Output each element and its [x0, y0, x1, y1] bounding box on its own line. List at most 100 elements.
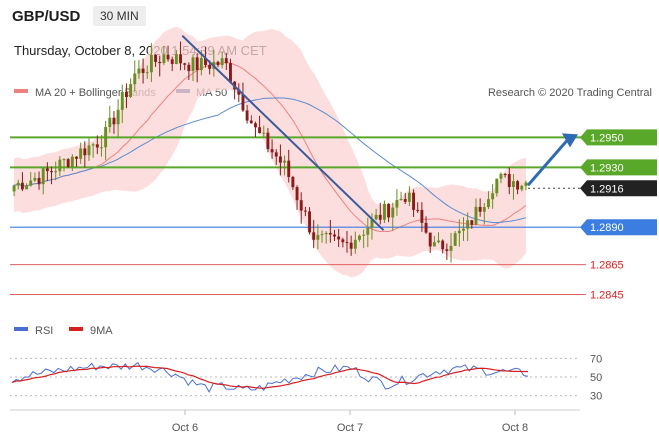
- candle: [291, 175, 295, 190]
- x-axis: Oct 6 Oct 7 Oct 8: [172, 410, 528, 434]
- candle: [79, 142, 83, 164]
- rsi-tick-70: 70: [590, 353, 602, 365]
- candle: [382, 200, 386, 224]
- timeframe-badge[interactable]: 30 MIN: [93, 6, 146, 26]
- candle: [29, 172, 33, 187]
- candle: [374, 208, 378, 221]
- candle: [195, 53, 199, 83]
- rsi-ma9-line: [11, 365, 529, 389]
- candle: [112, 111, 116, 134]
- candle: [287, 149, 291, 183]
- rsi-legend-swatch: [14, 327, 28, 331]
- bollinger-band: [14, 26, 526, 278]
- price-tag-text: 1.2916: [590, 183, 624, 195]
- candle: [499, 172, 503, 184]
- rsi-plot-area: 70 50 30: [10, 353, 602, 403]
- candle: [108, 105, 112, 133]
- candle: [432, 235, 436, 247]
- candle: [54, 161, 58, 181]
- candle: [253, 121, 257, 138]
- candle: [245, 105, 249, 124]
- rsi-tick-30: 30: [590, 391, 602, 403]
- currency-pair-title: GBP/USD: [12, 8, 81, 25]
- candle: [495, 178, 499, 197]
- candle: [179, 41, 182, 71]
- candle: [437, 232, 440, 244]
- candle: [303, 206, 307, 217]
- candle: [270, 139, 274, 159]
- candle: [274, 149, 278, 165]
- price-label-1.2865: 1.2865: [590, 260, 624, 272]
- candle: [170, 56, 174, 72]
- candle: [299, 192, 303, 224]
- candle: [58, 156, 62, 177]
- candle: [278, 144, 282, 176]
- candle: [478, 198, 482, 217]
- candle: [378, 202, 382, 225]
- price-tag-text: 1.2890: [590, 222, 624, 234]
- candle: [407, 186, 411, 207]
- candle: [349, 235, 353, 256]
- candle: [503, 173, 507, 178]
- candle: [324, 231, 328, 244]
- x-tick-label: Oct 7: [337, 422, 363, 434]
- candle: [62, 158, 66, 172]
- rsi-legend-label: RSI: [35, 325, 53, 337]
- candle: [70, 154, 74, 172]
- candle: [453, 231, 457, 246]
- candle: [511, 174, 515, 200]
- candle: [241, 82, 245, 112]
- candle: [333, 230, 336, 242]
- candle: [224, 52, 228, 70]
- candle: [470, 219, 474, 229]
- candle: [229, 58, 232, 83]
- ma20-line: [13, 62, 527, 233]
- candle: [237, 83, 241, 103]
- candle: [395, 188, 399, 216]
- candle: [520, 184, 524, 192]
- candle: [166, 45, 170, 62]
- candle: [120, 84, 124, 124]
- candle: [312, 219, 316, 249]
- candle: [37, 171, 41, 190]
- candle: [16, 179, 20, 190]
- price-tag-1.2930: 1.2930: [580, 159, 657, 176]
- candle: [308, 207, 311, 235]
- candle: [387, 203, 391, 223]
- candle: [249, 115, 253, 124]
- candle: [162, 45, 166, 66]
- candle: [428, 232, 432, 254]
- candle: [75, 156, 78, 167]
- candle: [183, 62, 187, 71]
- candle: [158, 55, 162, 77]
- candle: [491, 184, 495, 209]
- candle: [66, 158, 70, 168]
- candle: [83, 141, 87, 168]
- candle: [403, 192, 407, 204]
- candle: [216, 60, 220, 68]
- candle: [482, 203, 486, 225]
- ma9-legend-label: 9MA: [90, 325, 113, 337]
- candle: [220, 51, 224, 69]
- candle: [445, 243, 449, 260]
- ma9-legend-swatch: [69, 327, 83, 331]
- x-tick-label: Oct 6: [172, 422, 198, 434]
- ma20-legend-swatch: [14, 89, 28, 93]
- candle: [87, 138, 91, 161]
- candle: [466, 212, 470, 242]
- candle: [412, 189, 416, 217]
- candle: [124, 83, 128, 109]
- forecast-arrow-head: [562, 133, 578, 148]
- price-tag-1.2890: 1.2890: [580, 219, 657, 236]
- candle: [337, 229, 341, 248]
- candle: [20, 172, 24, 192]
- candle: [258, 115, 262, 134]
- candle: [116, 99, 120, 137]
- candle: [391, 202, 395, 231]
- candle: [100, 135, 103, 157]
- price-label-1.2845: 1.2845: [590, 290, 624, 302]
- candle: [366, 217, 370, 248]
- candle: [262, 125, 266, 137]
